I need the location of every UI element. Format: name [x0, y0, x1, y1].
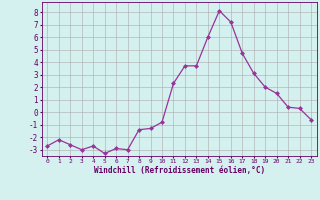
X-axis label: Windchill (Refroidissement éolien,°C): Windchill (Refroidissement éolien,°C) [94, 166, 265, 175]
